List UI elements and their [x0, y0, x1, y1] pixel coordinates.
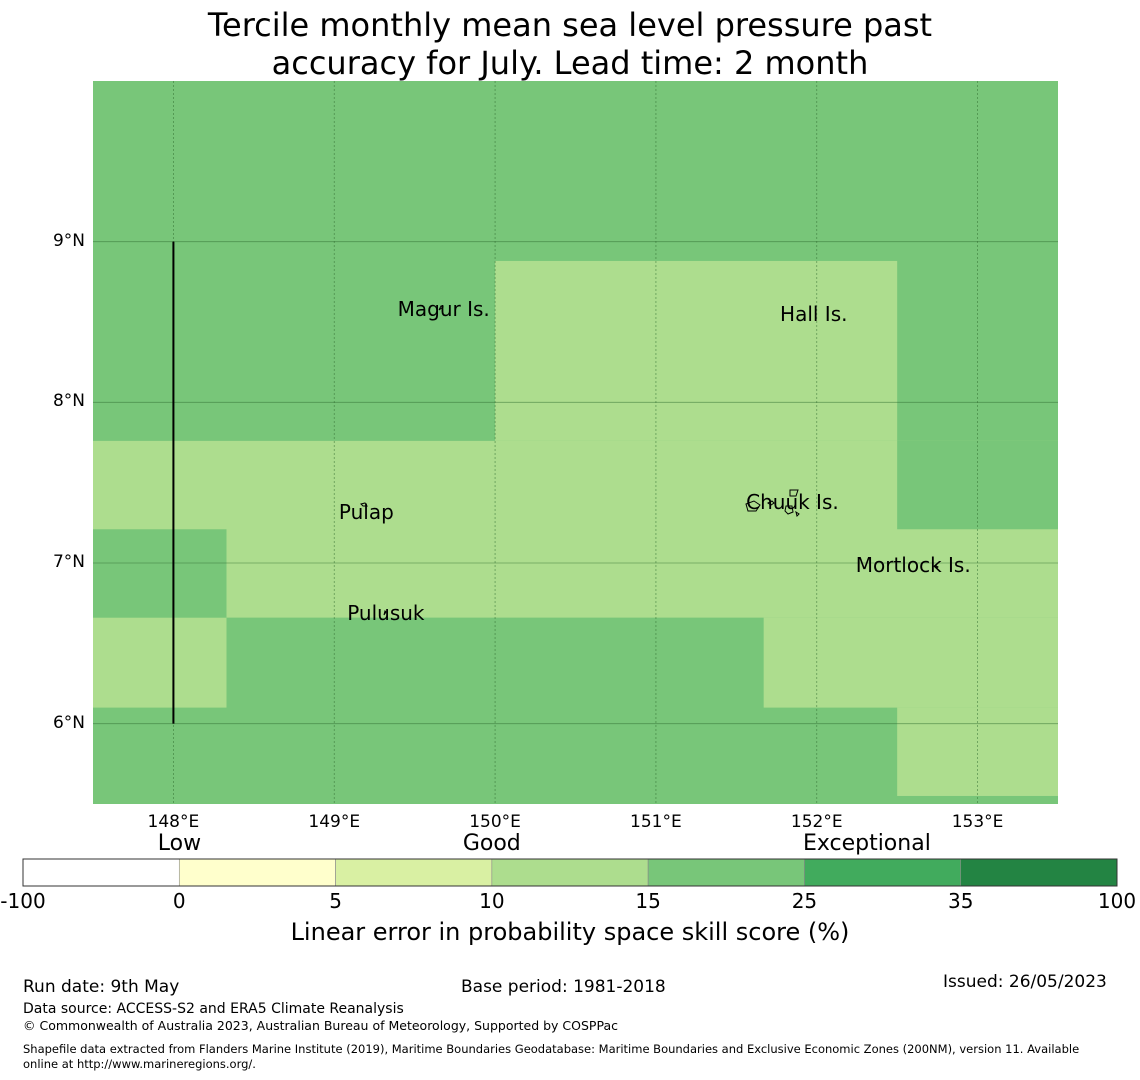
latitude-tick-label: 8°N [52, 391, 85, 412]
island-outline [767, 500, 775, 506]
latitude-tick-label: 6°N [52, 712, 85, 733]
colorbar-tick-label: 25 [791, 889, 818, 913]
colorbar-tick-label: -100 [0, 889, 46, 913]
title-line-1: Tercile monthly mean sea level pressure … [207, 6, 933, 44]
skill-cell [93, 617, 227, 708]
issued-date: Issued: 26/05/2023 [943, 972, 1107, 992]
island-outline [934, 564, 939, 569]
latitude-tick-label: 9°N [52, 230, 85, 251]
colorbar-tick-label: 0 [172, 889, 186, 913]
island-outline [438, 305, 444, 311]
longitude-tick-label: 153°E [951, 812, 1004, 832]
island-outline [789, 489, 799, 497]
run-date: Run date: 9th May [23, 977, 180, 997]
colorbar-tick-label: 10 [479, 889, 505, 913]
latitude-tick-label: 7°N [52, 552, 85, 572]
chart-title: Tercile monthly mean sea level pressure … [0, 6, 1140, 82]
colorbar-bin [178, 858, 336, 887]
colorbar-label: Linear error in probability space skill … [290, 918, 850, 946]
title-line-2: accuracy for July. Lead time: 2 month [271, 44, 869, 82]
skill-category-label: Good [462, 831, 521, 856]
colorbar-tick-label: 5 [329, 889, 342, 913]
island-outline [745, 500, 761, 512]
skill-cell [763, 617, 1058, 708]
copyright-notice: © Commonwealth of Australia 2023, Austra… [23, 1018, 618, 1033]
place-label: Pulap [338, 499, 394, 524]
place-label: Pulusuk [347, 600, 425, 625]
colorbar-bin [22, 858, 180, 887]
skill-category-label: Low [157, 831, 202, 856]
skill-cell [93, 529, 227, 618]
place-label: Mortlock Is. [855, 552, 971, 577]
place-label: Chuuk Is. [746, 489, 839, 514]
colorbar-tick-label: 35 [947, 889, 974, 913]
colorbar-bin [335, 858, 493, 887]
place-label: Hall Is. [780, 301, 848, 326]
colorbar-bin [491, 858, 649, 887]
longitude-tick-label: 152°E [790, 812, 843, 832]
island-outline [784, 505, 794, 515]
skill-cell [495, 260, 898, 441]
colorbar-tick-label: 100 [1097, 889, 1137, 913]
colorbar-bin [647, 858, 805, 887]
shapefile-credit-line-2: online at http://www.marineregions.org/. [23, 1057, 256, 1071]
skill-category-label: Exceptional [802, 831, 931, 856]
colorbar-bin [960, 858, 1118, 887]
longitude-tick-label: 148°E [147, 812, 200, 832]
colorbar-frame [22, 858, 1118, 887]
colorbar-tick-label: 15 [635, 889, 661, 913]
island-outline [795, 510, 800, 517]
colorbar-bin [804, 858, 962, 887]
longitude-tick-label: 151°E [630, 812, 682, 832]
longitude-tick-label: 150°E [469, 812, 521, 832]
shapefile-credit-line-1: Shapefile data extracted from Flanders M… [23, 1042, 1080, 1056]
place-label: Magur Is. [397, 297, 490, 322]
data-source: Data source: ACCESS-S2 and ERA5 Climate … [23, 1001, 404, 1017]
island-outline [383, 610, 387, 616]
island-outline [360, 502, 368, 507]
base-period: Base period: 1981-2018 [461, 977, 666, 997]
longitude-tick-label: 149°E [308, 812, 361, 832]
